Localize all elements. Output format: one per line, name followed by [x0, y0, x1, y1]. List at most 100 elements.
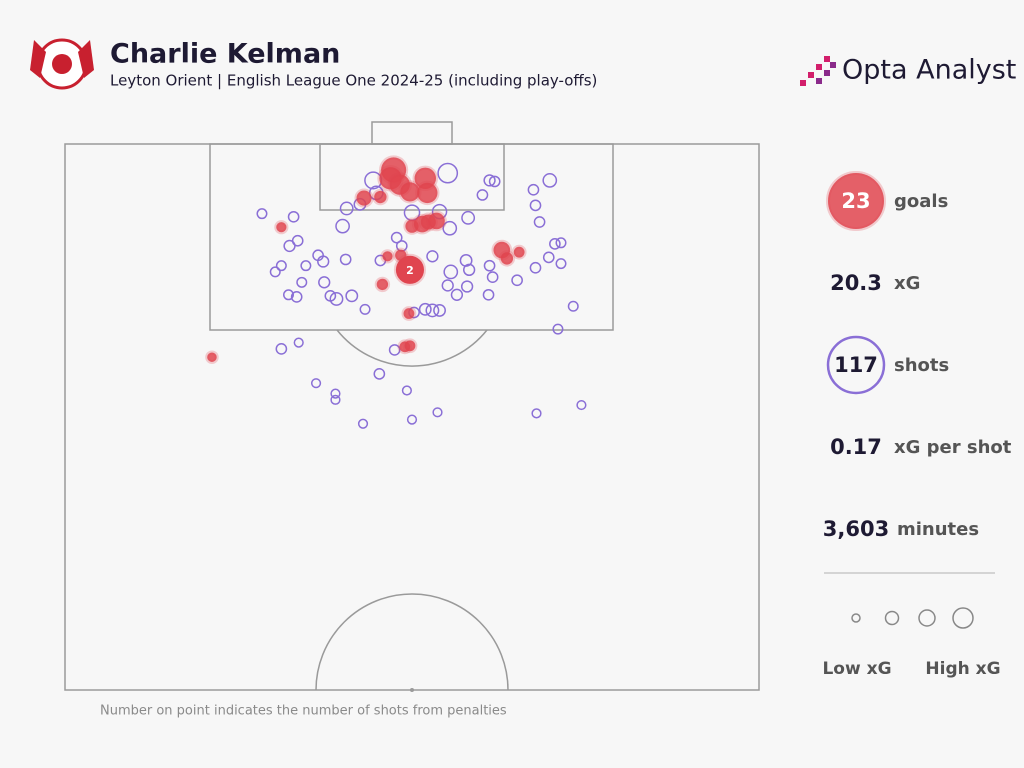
- club-crest: [30, 38, 94, 90]
- shot: [483, 174, 496, 187]
- shot: [462, 263, 476, 276]
- shot: [527, 183, 540, 196]
- shot: [576, 399, 587, 411]
- brand: Opta Analyst: [842, 55, 1016, 86]
- shot: [283, 239, 296, 253]
- goal-shot: [372, 188, 389, 206]
- shot: [287, 210, 300, 223]
- shot: [441, 279, 454, 292]
- goal-shot: [511, 244, 527, 260]
- shot: [450, 288, 464, 301]
- shot: [290, 291, 303, 303]
- shot: [406, 414, 418, 425]
- stat-label: xG per shot: [894, 437, 1012, 458]
- shot: [542, 173, 558, 188]
- shot: [529, 261, 542, 274]
- stat-label: minutes: [897, 519, 979, 540]
- goal-shot: [426, 210, 447, 232]
- goal-shot: [380, 249, 395, 264]
- stat-value: 23: [841, 189, 870, 213]
- shot: [310, 378, 322, 389]
- shot: [443, 264, 459, 280]
- stat-value: 20.3: [830, 271, 882, 295]
- shot: [357, 418, 369, 429]
- shots: 2: [205, 155, 587, 429]
- shot: [339, 201, 354, 216]
- stat-label: xG: [894, 273, 920, 294]
- title: Charlie Kelman: [110, 39, 340, 70]
- shot: [442, 220, 458, 236]
- shot: [488, 175, 501, 188]
- shot: [542, 251, 555, 264]
- shot: [329, 292, 344, 306]
- goals-badge: [826, 171, 886, 231]
- shot: [555, 237, 567, 249]
- goal-shot: [274, 220, 289, 235]
- shots-badge: [826, 335, 886, 395]
- legend-high: High xG: [925, 659, 1000, 679]
- footnote: Number on point indicates the number of …: [100, 704, 507, 719]
- shot: [531, 408, 542, 419]
- shot: [529, 199, 542, 212]
- size-legend: [851, 607, 974, 629]
- legend-low: Low xG: [822, 659, 891, 679]
- shot: [330, 394, 341, 405]
- shot: [256, 208, 268, 220]
- shot: [291, 234, 304, 247]
- shot: [388, 344, 401, 356]
- goal-shot: [354, 188, 374, 208]
- stats: 23 goals 20.3 xG 117 shots 0.17 xG per shot 3,60…: [823, 171, 1012, 541]
- shot: [330, 388, 341, 399]
- shot: [275, 343, 288, 355]
- shot: [296, 276, 308, 288]
- goal-shot: [205, 350, 219, 364]
- shot: [567, 300, 579, 312]
- shot: [549, 237, 561, 250]
- stat-value: 3,603: [823, 517, 889, 541]
- shot: [269, 266, 281, 278]
- stat-value: 0.17: [830, 435, 882, 459]
- shot: [335, 218, 350, 234]
- shot: [461, 210, 476, 225]
- goal-shot: [402, 338, 418, 354]
- shot: [339, 253, 352, 266]
- brand-logo: [800, 56, 836, 86]
- shot: [401, 385, 412, 396]
- goal-shot: [498, 250, 516, 267]
- shot: [486, 271, 499, 283]
- shot: [359, 303, 371, 315]
- shot: [293, 337, 304, 348]
- shot: [533, 216, 546, 228]
- shot: [317, 255, 330, 268]
- shot: [437, 162, 459, 184]
- shot: [511, 274, 523, 287]
- shot: [390, 231, 403, 244]
- shot: [432, 407, 443, 418]
- shot: [426, 250, 439, 263]
- shot: [418, 302, 432, 316]
- pitch: [64, 121, 760, 692]
- shot: [373, 367, 386, 380]
- goal-shot: [401, 306, 417, 321]
- goal-shot: [374, 276, 391, 293]
- shot: [482, 288, 495, 301]
- shot: [555, 258, 567, 270]
- shot: [476, 189, 489, 201]
- shot: [283, 289, 295, 301]
- shot: [552, 323, 564, 335]
- shot: [460, 280, 474, 293]
- stat-label: shots: [894, 355, 949, 376]
- shot: [275, 260, 287, 272]
- stat-value: 117: [834, 353, 878, 377]
- subtitle: Leyton Orient | English League One 2024-…: [110, 72, 597, 90]
- penalty-goal: [393, 253, 427, 286]
- shot: [300, 260, 312, 272]
- shot: [318, 276, 331, 289]
- penalty-count: 2: [406, 264, 414, 277]
- shot: [433, 303, 446, 317]
- shot: [425, 303, 440, 318]
- shot: [483, 259, 496, 272]
- stat-label: goals: [894, 191, 948, 212]
- goal-shot: [415, 180, 440, 206]
